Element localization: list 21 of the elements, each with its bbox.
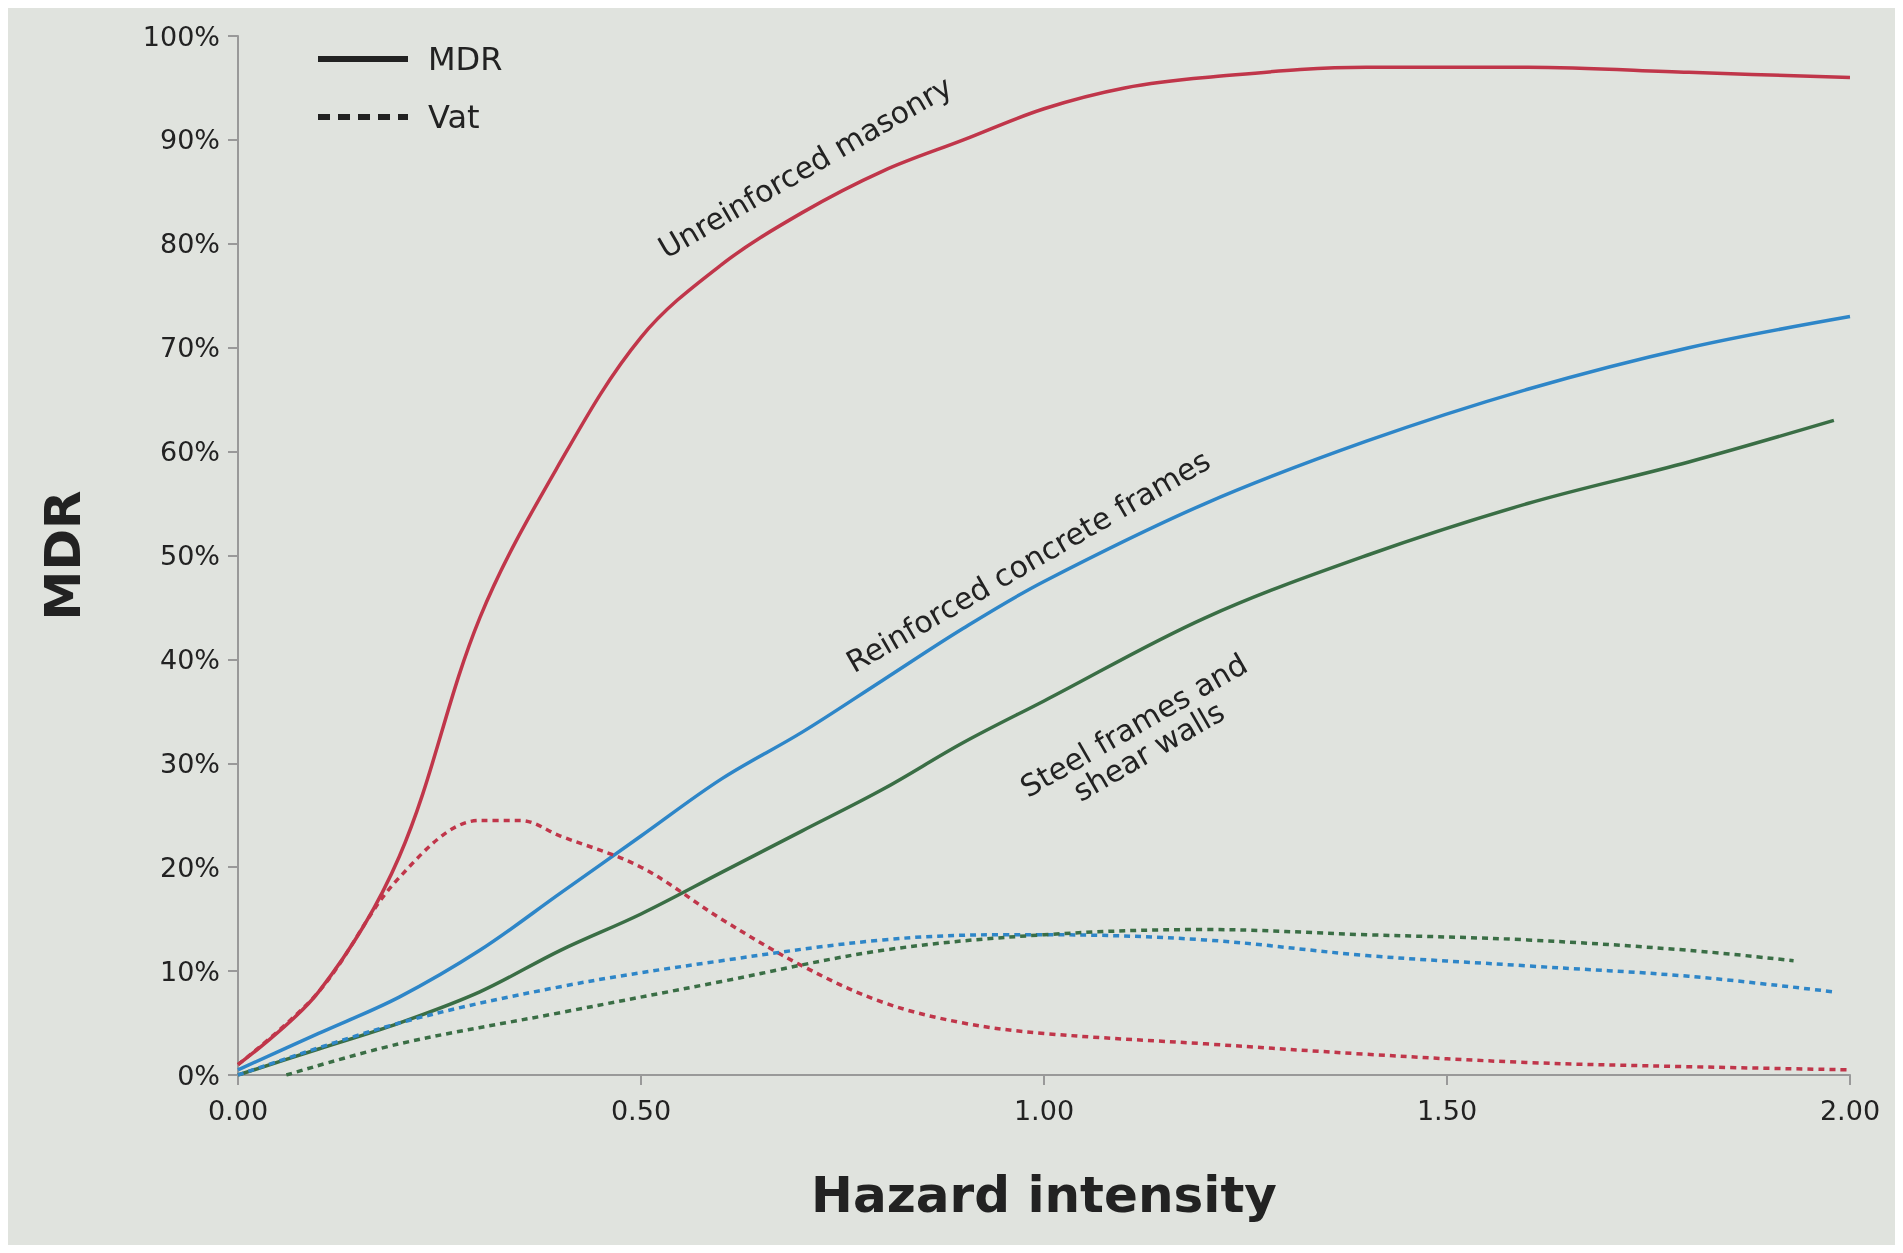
y-tick-label: 60% — [159, 436, 220, 468]
x-tick-label: 1.00 — [1013, 1095, 1075, 1126]
y-tick-label: 90% — [159, 124, 220, 156]
annotation: Vat — [428, 98, 480, 136]
y-tick-label: 50% — [159, 540, 220, 571]
x-tick-label: 0.00 — [207, 1095, 269, 1126]
x-axis-title: Hazard intensity — [811, 1166, 1277, 1224]
y-axis-title: MDR — [34, 490, 92, 621]
x-tick-label: 2.00 — [1819, 1095, 1881, 1126]
annotation: MDR — [428, 40, 503, 78]
y-tick-label: 20% — [159, 851, 220, 883]
x-tick-label: 1.50 — [1416, 1095, 1478, 1126]
y-tick-label: 0% — [177, 1059, 220, 1091]
y-tick-label: 40% — [159, 643, 220, 675]
y-tick-label: 100% — [142, 20, 220, 52]
line-series — [236, 314, 1852, 1072]
y-tick-label: 10% — [159, 955, 220, 987]
y-tick-label: 30% — [159, 747, 220, 779]
y-tick-label: 80% — [159, 228, 220, 260]
x-tick-label: 0.50 — [610, 1095, 672, 1126]
y-tick-label: 70% — [159, 332, 220, 364]
